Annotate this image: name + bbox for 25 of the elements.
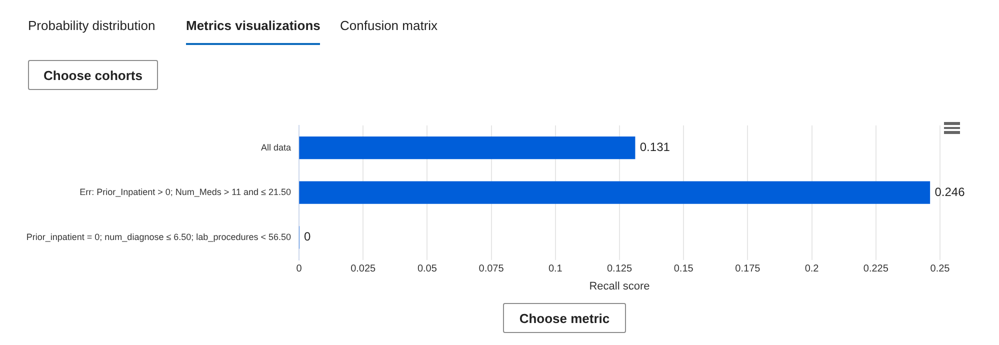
x-tick-label: 0.075 [478,264,504,275]
x-tick-label: 0.05 [417,264,438,275]
text: Choose metric [503,303,626,333]
data-label: 0.246 [934,184,966,199]
x-tick-label: 0.2 [804,264,820,275]
text: Probability distribution [28,18,156,35]
x-tick-label: 0.125 [606,264,632,275]
x-tick-label: 0 [296,264,302,275]
x-tick-label: 0.1 [548,264,563,275]
bar [299,136,636,160]
text: Confusion matrix [340,18,438,35]
x-tick-label: 0.225 [863,264,889,275]
text: Metrics visualizations [186,18,320,45]
x-tick-label: 0.025 [350,264,376,275]
x-tick-label: 0.25 [930,264,950,275]
text: Choose cohorts [28,60,158,90]
data-label: 0 [304,230,311,244]
y-tick-label: Prior_inpatient = 0; num_diagnose ≤ 6.50; lab_procedures < 56.50 [26,232,291,242]
bar [299,181,930,204]
y-tick-label: All data [260,142,291,152]
x-tick-label: 0.175 [735,264,761,275]
y-tick-label: Err: Prior_Inpatient > 0; Num_Meds > 11 and ≤ 21.50 [80,187,291,198]
data-label: 0.131 [640,140,670,154]
x-axis-title: Recall score [589,280,650,292]
x-tick-label: 0.15 [674,264,694,275]
